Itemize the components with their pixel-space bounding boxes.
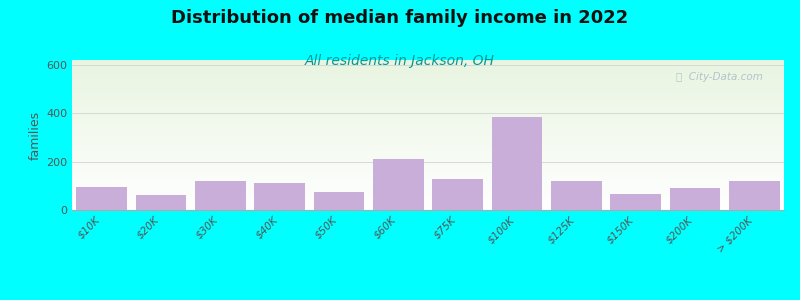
Bar [254, 183, 305, 210]
Bar [492, 117, 542, 210]
Bar [729, 181, 779, 210]
Bar [314, 192, 364, 210]
Bar [373, 159, 423, 210]
Y-axis label: families: families [29, 110, 42, 160]
Bar [433, 178, 483, 210]
Text: ⓘ  City-Data.com: ⓘ City-Data.com [676, 72, 762, 82]
Text: All residents in Jackson, OH: All residents in Jackson, OH [305, 54, 495, 68]
Bar [551, 181, 602, 210]
Bar [610, 194, 661, 210]
Bar [136, 196, 186, 210]
Bar [77, 187, 127, 210]
Text: Distribution of median family income in 2022: Distribution of median family income in … [171, 9, 629, 27]
Bar [670, 188, 720, 210]
Bar [195, 181, 246, 210]
